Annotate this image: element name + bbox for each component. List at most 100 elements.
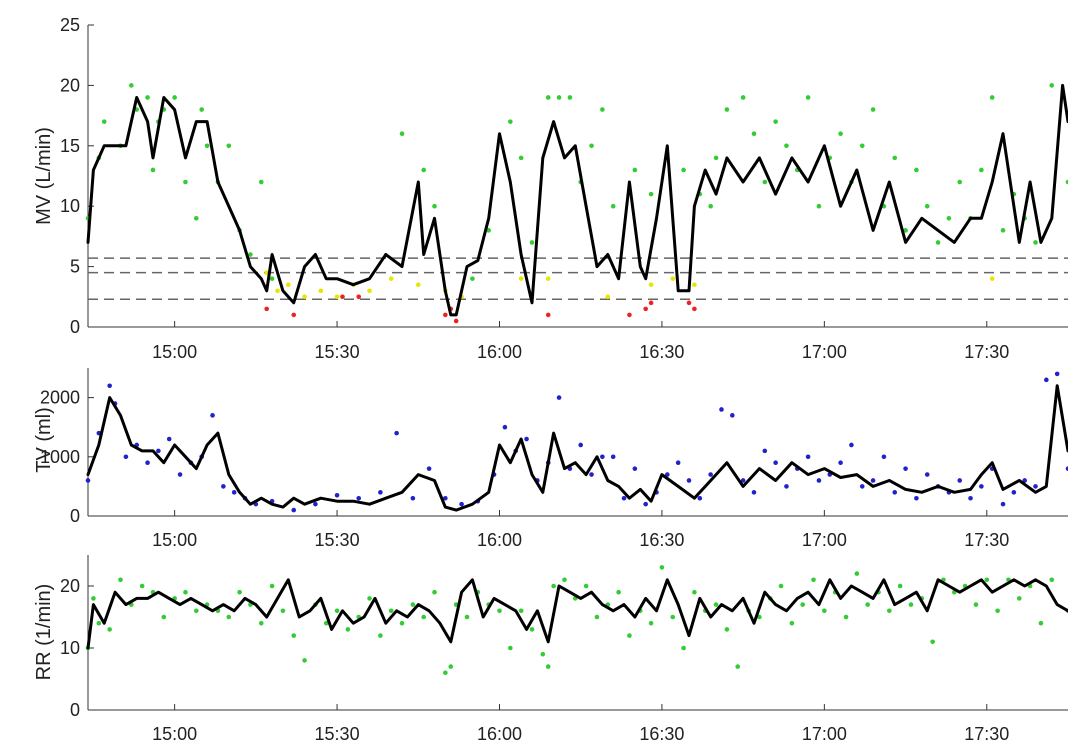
x-tick-label: 17:30 xyxy=(964,342,1009,362)
data-point xyxy=(156,448,161,454)
data-point xyxy=(859,143,865,149)
data-point xyxy=(984,577,990,583)
y-tick-label: 1000 xyxy=(40,447,80,467)
data-point xyxy=(713,155,719,161)
data-point xyxy=(1033,484,1038,489)
data-point xyxy=(334,294,340,300)
series-line xyxy=(86,384,1068,512)
chart-panel-3: 0 10 20 15:00 15:30 16:00 16:30 17:00 17:30 RR (1… xyxy=(33,555,1068,742)
data-point xyxy=(258,179,264,185)
data-point xyxy=(1044,377,1049,383)
data-point xyxy=(648,620,654,626)
data-point xyxy=(367,596,372,601)
data-point xyxy=(443,495,448,501)
data-point xyxy=(789,620,795,626)
x-tick-label: 16:30 xyxy=(639,342,684,362)
data-point xyxy=(432,203,437,209)
data-point xyxy=(1065,466,1068,471)
data-point xyxy=(275,288,280,294)
x-tick-label: 15:00 xyxy=(152,342,197,362)
data-point xyxy=(545,312,551,318)
data-point xyxy=(524,436,529,442)
data-point xyxy=(340,294,345,300)
data-point xyxy=(96,620,102,626)
data-point xyxy=(627,633,632,638)
data-point xyxy=(1049,577,1055,583)
data-point xyxy=(968,495,973,501)
data-point xyxy=(989,276,995,281)
data-point xyxy=(508,645,513,651)
data-point xyxy=(822,608,827,614)
data-point xyxy=(643,306,648,312)
x-tick-label: 15:00 xyxy=(152,724,197,742)
data-point xyxy=(193,215,199,221)
data-point xyxy=(605,294,611,300)
data-point xyxy=(773,119,778,124)
data-point xyxy=(583,583,589,589)
data-point xyxy=(567,95,573,100)
y-tick-label: 10 xyxy=(60,638,80,658)
y-axis-label: TV (ml) xyxy=(33,407,55,473)
data-point xyxy=(751,131,757,137)
data-point xyxy=(865,602,870,607)
data-point xyxy=(464,614,470,620)
data-point xyxy=(681,167,686,173)
data-point xyxy=(681,645,686,651)
y-tick-label: 25 xyxy=(60,15,80,35)
data-point xyxy=(323,620,329,626)
x-tick-label: 16:30 xyxy=(639,724,684,742)
data-point xyxy=(378,490,383,495)
data-point xyxy=(881,454,887,460)
data-point xyxy=(286,282,291,288)
data-point xyxy=(334,492,340,498)
data-point xyxy=(973,602,979,607)
x-tick-label: 17:00 xyxy=(802,530,847,550)
data-point xyxy=(838,131,843,137)
data-point xyxy=(648,282,654,288)
data-point xyxy=(556,395,562,400)
data-point xyxy=(632,466,638,471)
data-point xyxy=(410,602,416,607)
data-point xyxy=(302,294,307,300)
data-point xyxy=(545,664,551,669)
data-point xyxy=(443,312,448,318)
data-point xyxy=(226,614,232,620)
data-point xyxy=(388,276,394,281)
y-tick-label: 10 xyxy=(60,196,80,216)
data-point xyxy=(887,608,892,614)
data-point xyxy=(231,490,237,495)
x-tick-label: 15:00 xyxy=(152,530,197,550)
y-tick-label: 5 xyxy=(70,257,80,277)
series-line xyxy=(86,83,1068,317)
data-point xyxy=(199,107,205,112)
data-point xyxy=(914,167,919,173)
data-point xyxy=(692,589,697,595)
data-point xyxy=(686,478,692,483)
data-point xyxy=(838,460,843,466)
x-tick-label: 17:30 xyxy=(964,724,1009,742)
data-point xyxy=(594,614,600,620)
data-point xyxy=(957,478,963,483)
data-point xyxy=(318,288,324,294)
data-point xyxy=(805,454,811,460)
data-point xyxy=(816,203,822,209)
data-point xyxy=(107,627,112,632)
data-point xyxy=(556,95,562,100)
data-point xyxy=(518,155,524,161)
y-tick-label: 20 xyxy=(60,576,80,596)
data-point xyxy=(183,589,188,595)
data-point xyxy=(686,300,692,306)
data-point xyxy=(101,119,107,124)
data-point xyxy=(979,167,984,173)
data-point xyxy=(897,583,903,589)
data-point xyxy=(692,306,697,312)
x-tick-label: 16:30 xyxy=(639,530,684,550)
data-point xyxy=(334,608,340,614)
data-point xyxy=(313,501,318,507)
data-point xyxy=(497,608,502,614)
data-point xyxy=(139,583,145,589)
data-point xyxy=(713,602,719,607)
data-point xyxy=(545,95,551,100)
data-point xyxy=(784,484,789,489)
data-point xyxy=(979,484,984,489)
